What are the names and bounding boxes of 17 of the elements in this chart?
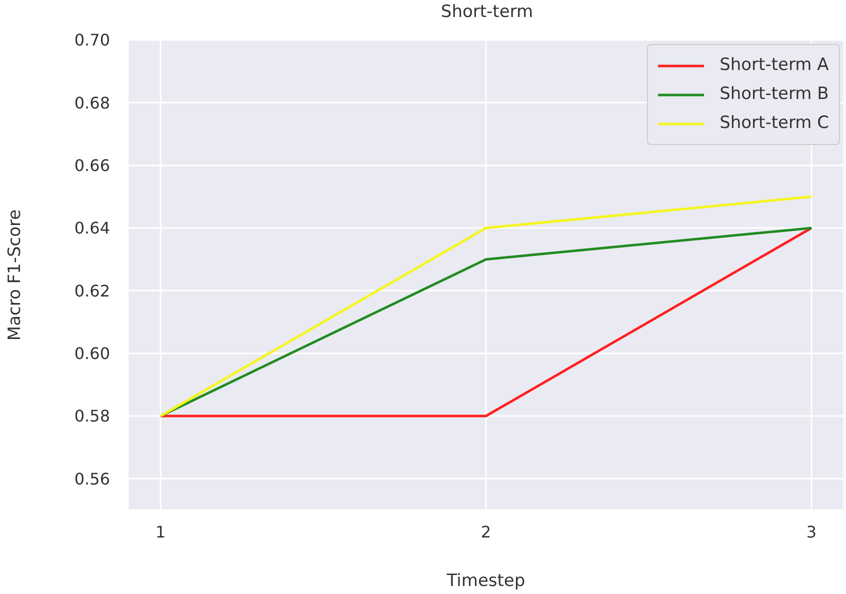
y-tick-label: 0.56 xyxy=(74,469,110,488)
legend-label: Short-term B xyxy=(718,83,829,106)
x-tick-label: 2 xyxy=(480,522,492,542)
chart-title: Short-term xyxy=(440,2,534,22)
legend-label: Short-term C xyxy=(718,112,829,135)
y-tick-label: 0.58 xyxy=(74,406,110,426)
y-tick-label: 0.66 xyxy=(74,156,110,176)
y-tick-label: 0.70 xyxy=(74,30,110,50)
y-axis-title: Macro F1-Score xyxy=(5,209,26,341)
x-tick-label: 1 xyxy=(155,522,166,542)
legend-label: Short-term A xyxy=(718,54,829,77)
x-axis-title: Timestep xyxy=(446,571,526,591)
y-tick-label: 0.60 xyxy=(74,344,110,364)
y-tick-label: 0.64 xyxy=(74,218,110,238)
y-tick-label: 0.68 xyxy=(74,93,110,112)
y-tick-label: 0.62 xyxy=(74,281,110,300)
x-tick-label: 3 xyxy=(806,522,817,542)
